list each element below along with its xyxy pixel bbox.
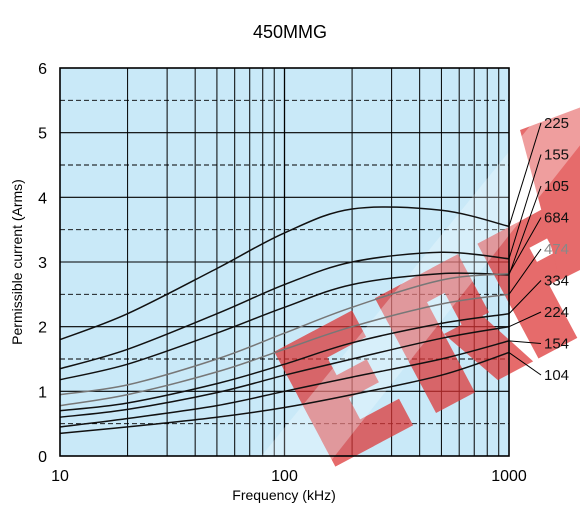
series-line-105 (59, 272, 510, 381)
label-leader (508, 280, 542, 315)
x-tick-label: 1000 (491, 468, 527, 485)
watermark-a (520, 107, 580, 280)
series-line-474 (59, 293, 510, 407)
x-tick-label: 10 (51, 468, 69, 485)
x-tick-label: 100 (271, 468, 298, 485)
watermark-glyphs (274, 199, 580, 467)
watermark-e-bottom (321, 398, 414, 467)
label-leader (508, 217, 542, 274)
series-line-104 (59, 351, 510, 435)
series-label-225: 225 (544, 115, 569, 132)
series-line-224 (59, 325, 510, 418)
series-label-334: 334 (544, 273, 569, 290)
series-label-155: 155 (544, 147, 569, 164)
y-tick-label: 1 (38, 384, 47, 401)
y-tick-label: 2 (38, 320, 47, 337)
label-leader (508, 311, 542, 328)
label-leader (508, 154, 542, 259)
watermark (250, 64, 580, 500)
tick-labels: 10 100 1000 0 1 2 3 4 5 6 (38, 61, 527, 485)
x-axis-title: Frequency (kHz) (232, 487, 335, 503)
y-tick-label: 4 (38, 190, 47, 207)
label-leader (508, 340, 542, 344)
y-tick-label: 0 (38, 449, 47, 466)
plot-frame (59, 67, 510, 457)
label-leaders (508, 122, 542, 376)
series-label-154: 154 (544, 336, 569, 353)
y-tick-label: 6 (38, 61, 47, 78)
series-line-154 (59, 340, 510, 428)
series-label-104: 104 (544, 367, 569, 384)
series-labels: 225 155 105 684 474 334 224 154 104 (544, 115, 569, 384)
series-label-224: 224 (544, 304, 569, 321)
y-tick-label: 5 (38, 126, 47, 143)
series-label-684: 684 (544, 210, 569, 227)
label-leader (508, 122, 542, 227)
watermark-e-top (274, 310, 367, 379)
series-line-225 (59, 206, 510, 341)
watermark-e-mid (297, 359, 379, 419)
series-line-334 (59, 312, 510, 412)
watermark-sheen (250, 64, 580, 500)
series-label-105: 105 (544, 178, 569, 195)
series-label-474: 474 (544, 241, 569, 258)
label-leader (508, 185, 542, 276)
chart-title: 450MMG (253, 22, 327, 42)
label-leader (508, 352, 542, 376)
watermark-r-bowl (431, 254, 489, 327)
label-leader (508, 248, 542, 295)
series-lines (59, 206, 510, 435)
y-axis-title: Permissible current (Arms) (9, 179, 25, 345)
y-tick-label: 3 (38, 255, 47, 272)
series-line-684 (59, 272, 510, 396)
series-line-155 (59, 251, 510, 370)
